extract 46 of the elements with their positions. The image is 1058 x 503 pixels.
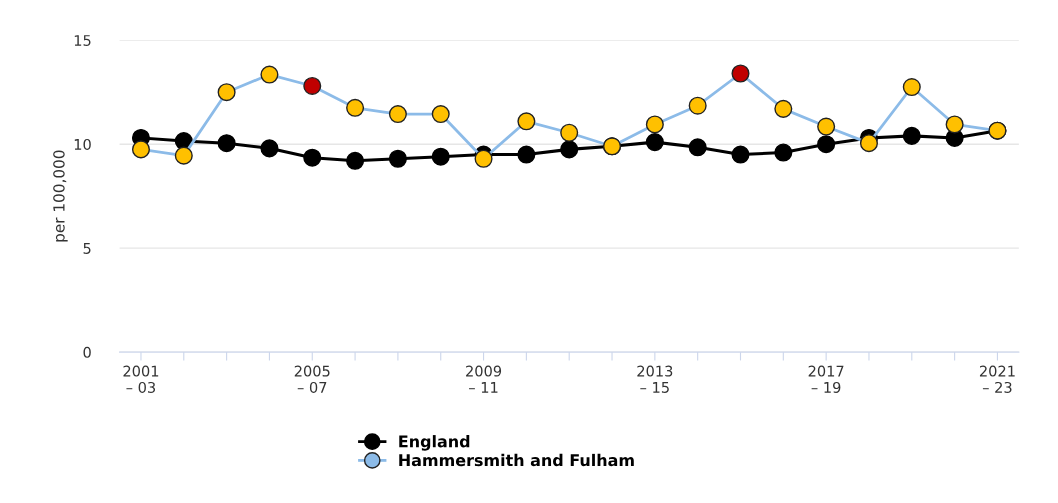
point [560,123,579,142]
point [645,115,664,134]
point [174,146,193,165]
point [688,96,707,115]
point [817,117,836,136]
y-axis-title: per 100,000 [53,150,68,242]
point [260,65,279,84]
point [645,133,664,152]
point [731,145,750,164]
point [560,140,579,159]
point [303,148,322,167]
point [731,64,750,83]
point [346,98,365,117]
point [260,139,279,158]
point [902,126,921,145]
point [131,140,150,159]
point [517,145,536,164]
y-tick-label: 10 [74,138,91,150]
point [945,115,964,134]
y-tick-label: 5 [83,243,91,254]
point [688,138,707,157]
x-tick-label: 2021 – 23 [979,365,1015,393]
point [859,134,878,153]
x-tick-label: 2009 – 11 [466,365,502,393]
legend-label: Hammersmith and Fulham [399,453,634,467]
x-tick-label: 2017 – 19 [808,365,844,393]
point [474,149,493,168]
x-tick-label: 2001 – 03 [123,365,159,393]
point [817,135,836,154]
x-tick-label: 2005 – 07 [294,365,330,393]
point [217,134,236,153]
point [346,151,365,170]
point [388,105,407,124]
point [217,83,236,102]
point [388,149,407,168]
x-tick-label: 2013 – 15 [637,365,673,393]
y-tick-label: 0 [83,346,91,358]
point [431,147,450,166]
legend-label: England [399,435,470,451]
y-tick-label: 15 [74,35,91,46]
point [774,99,793,118]
point [303,76,322,96]
point [902,77,921,97]
point [431,105,450,124]
point [517,112,536,131]
point [774,143,793,162]
